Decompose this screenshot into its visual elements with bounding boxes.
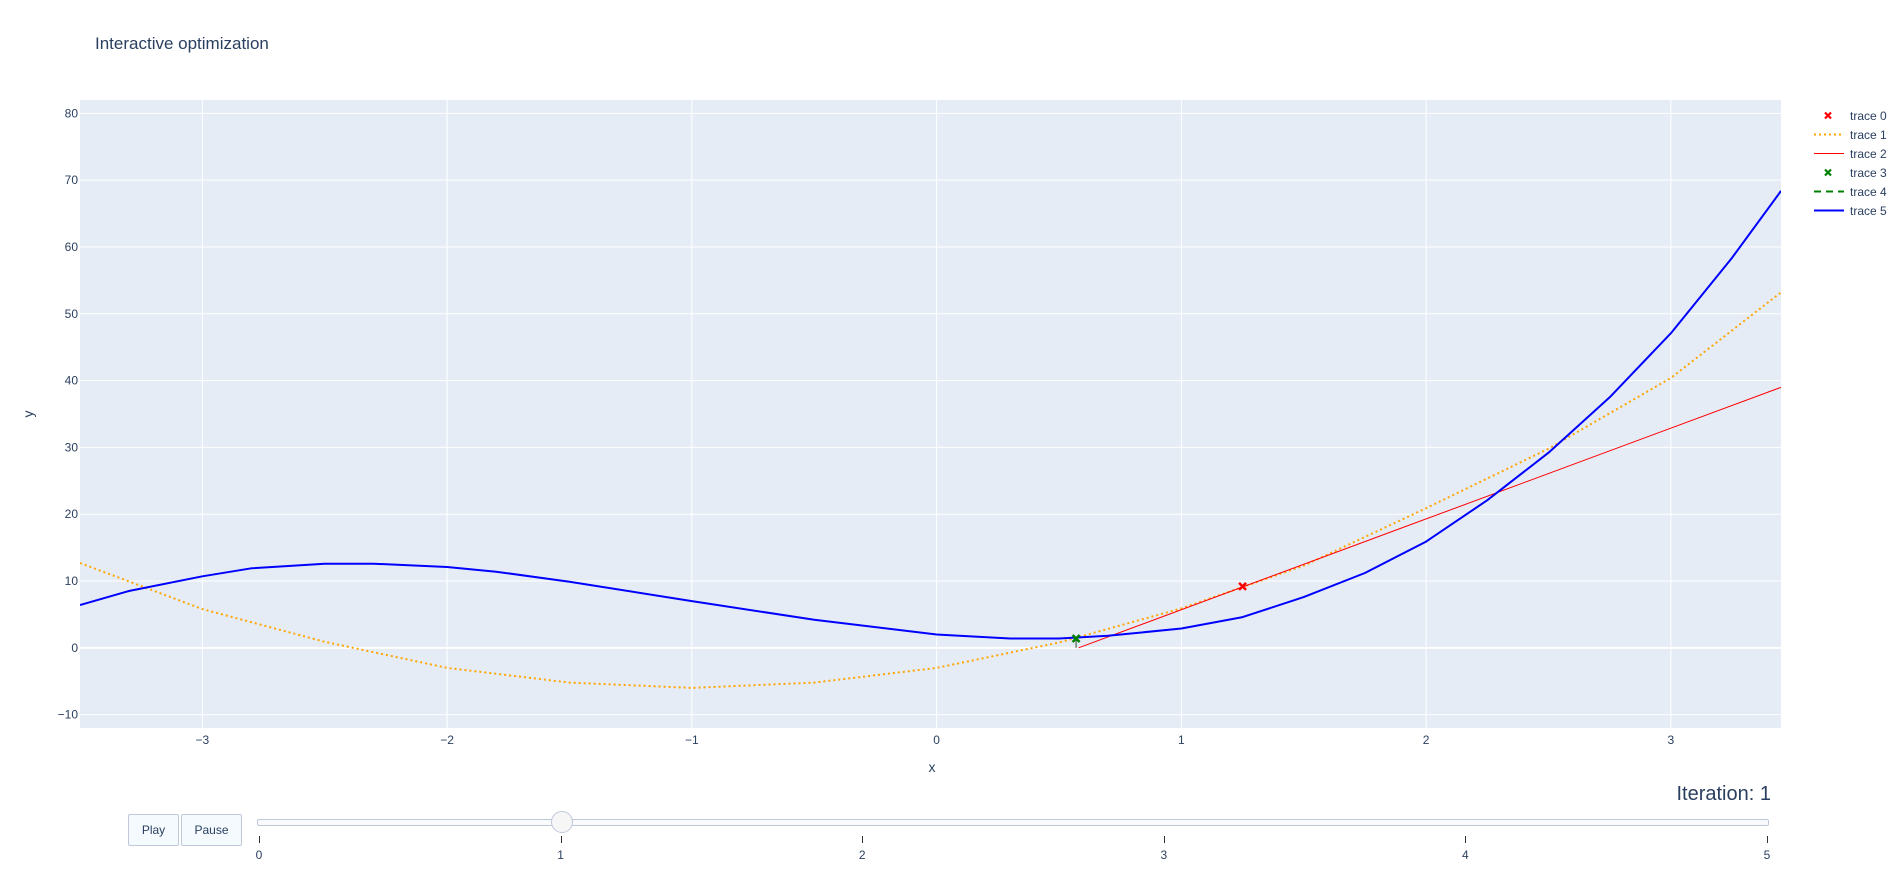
- y-tick-label: 20: [65, 507, 79, 521]
- legend-item-trace-2[interactable]: trace 2: [1812, 144, 1887, 163]
- y-tick-label: 60: [65, 240, 79, 254]
- legend-label: trace 2: [1850, 146, 1887, 161]
- slider-tick: [862, 836, 864, 843]
- y-tick-label: −10: [58, 708, 79, 722]
- x-tick-label: −3: [196, 733, 210, 747]
- x-tick-label: −2: [440, 733, 454, 747]
- legend-symbol: [1814, 153, 1844, 154]
- trace-0-marker[interactable]: [1238, 581, 1247, 591]
- plot-area[interactable]: [80, 100, 1781, 728]
- y-tick-label: 40: [65, 374, 79, 388]
- series-layer: [80, 190, 1781, 689]
- slider-tick: [259, 836, 260, 843]
- y-tick-label: 70: [65, 173, 79, 187]
- iteration-slider-rail[interactable]: [257, 819, 1769, 826]
- slider-tick-label[interactable]: 5: [1763, 848, 1771, 862]
- legend-symbol: [1814, 209, 1844, 212]
- slider-tick-label[interactable]: 0: [255, 848, 263, 862]
- slider-handle[interactable]: [550, 811, 573, 833]
- x-axis-label: x: [929, 759, 936, 775]
- y-tick-label: 50: [65, 307, 79, 321]
- legend-item-trace-4[interactable]: trace 4: [1812, 182, 1887, 201]
- slider-tick: [560, 836, 562, 843]
- x-tick-label: 3: [1668, 733, 1675, 747]
- slider-tick: [1767, 836, 1768, 843]
- x-tick-label: 1: [1178, 733, 1185, 747]
- trace-3-marker[interactable]: [1071, 634, 1081, 643]
- y-tick-label: 10: [65, 574, 79, 588]
- legend-label: trace 1: [1850, 127, 1887, 142]
- legend-symbol: [1824, 168, 1832, 177]
- slider-tick: [1465, 836, 1467, 843]
- trace-1-line[interactable]: [80, 291, 1781, 689]
- legend-label: trace 4: [1850, 184, 1887, 199]
- slider-tick-label[interactable]: 2: [858, 848, 866, 862]
- grid-lines: [80, 100, 1781, 728]
- legend-symbol: [1814, 133, 1844, 136]
- legend-item-trace-0[interactable]: trace 0: [1812, 106, 1887, 125]
- legend-label: trace 0: [1850, 108, 1887, 123]
- legend-item-trace-1[interactable]: trace 1: [1812, 125, 1887, 144]
- y-axis-label: y: [20, 411, 36, 418]
- slider-tick-label[interactable]: 1: [557, 848, 564, 862]
- trace-2-line[interactable]: [1078, 386, 1781, 649]
- legend-item-trace-3[interactable]: trace 3: [1812, 163, 1887, 182]
- legend-item-trace-5[interactable]: trace 5: [1812, 201, 1887, 220]
- slider-tick: [1163, 836, 1165, 843]
- slider-tick-label[interactable]: 4: [1462, 848, 1469, 862]
- legend: trace 0 trace 1 trace 2 trace 3 trace 4 trace…: [1812, 106, 1887, 220]
- legend-label: trace 5: [1850, 203, 1887, 218]
- play-button[interactable]: Play: [128, 814, 179, 846]
- slider-current-value: Iteration: 1: [1676, 783, 1771, 805]
- slider-tick-label[interactable]: 3: [1160, 848, 1168, 862]
- pause-button[interactable]: Pause: [181, 814, 242, 846]
- x-tick-label: 0: [933, 733, 940, 747]
- y-tick-label: 80: [65, 106, 79, 120]
- legend-label: trace 3: [1850, 165, 1887, 180]
- x-tick-label: −1: [685, 733, 699, 747]
- x-tick-label: 2: [1423, 733, 1430, 747]
- legend-symbol: [1814, 190, 1844, 193]
- chart-title: Interactive optimization: [95, 34, 269, 53]
- y-tick-label: 0: [71, 641, 78, 655]
- trace-5-line[interactable]: [80, 190, 1781, 640]
- y-tick-label: 30: [65, 440, 79, 454]
- legend-symbol: [1824, 111, 1832, 120]
